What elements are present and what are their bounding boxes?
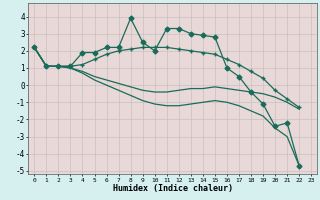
X-axis label: Humidex (Indice chaleur): Humidex (Indice chaleur) (113, 184, 233, 193)
